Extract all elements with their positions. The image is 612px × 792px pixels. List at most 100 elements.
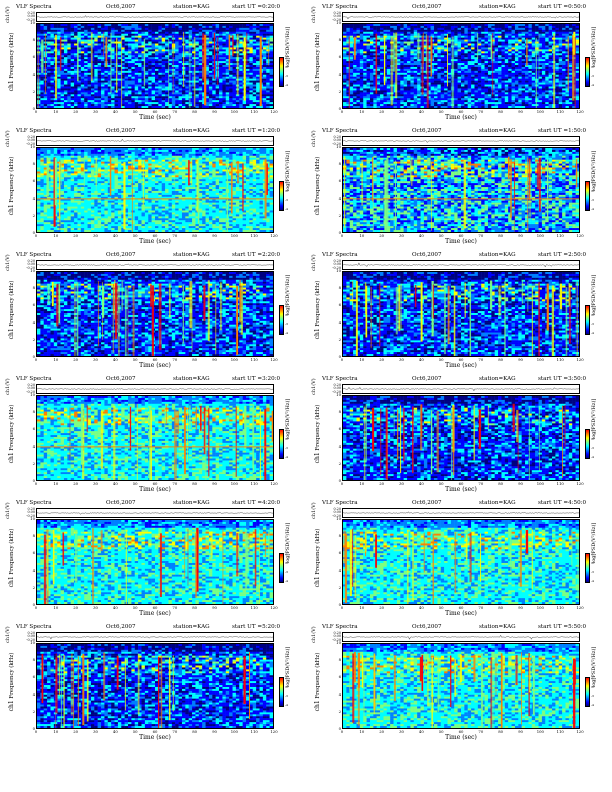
colorbar-tick-label: -1 [591, 553, 594, 556]
time-tick-label: 30 [93, 233, 98, 238]
timeseries-ticks: 0.20 0.00 -0.20 [328, 631, 342, 642]
time-tick-label: 70 [478, 605, 483, 610]
colorbar-ticks: -1 -2 -3 -4 [591, 677, 597, 707]
panel-station: station=KAG [479, 127, 516, 136]
time-tick-label: 40 [419, 481, 424, 486]
time-tick-label: 30 [399, 729, 404, 734]
time-ticks: 0 10 20 30 40 50 60 70 80 90 100 110 120 [341, 109, 584, 115]
colorbar-tick-label: -1 [285, 305, 288, 308]
colorbar-tick-label: -2 [591, 438, 594, 441]
colorbar-tick-label: -2 [285, 66, 288, 69]
frequency-tick-label: 4 [339, 320, 341, 325]
timeseries-ticks: 0.20 0.00 -0.20 [328, 11, 342, 22]
frequency-tick-label: 6 [339, 551, 341, 555]
time-tick-label: 30 [93, 605, 98, 610]
colorbar-tick-label: -4 [285, 580, 288, 583]
time-tick-label: 40 [113, 481, 118, 486]
time-tick-label: 70 [172, 233, 177, 238]
time-tick-label: 110 [251, 605, 258, 610]
spectrogram-image [37, 24, 273, 108]
time-tick-label: 30 [399, 605, 404, 610]
spectrogram-channel: ch1 [314, 204, 321, 215]
spectrogram-channel: ch1 [8, 452, 15, 463]
time-tick-label: 120 [270, 605, 277, 610]
colorbar-tick-label: -4 [285, 84, 288, 87]
time-tick-label: 120 [270, 357, 277, 362]
time-ticks: 0 10 20 30 40 50 60 70 80 90 100 110 120 [35, 109, 278, 115]
time-ticks: 0 10 20 30 40 50 60 70 80 90 100 110 120 [35, 233, 278, 239]
spectrogram-image [343, 520, 579, 604]
timeseries-tick-label: 0.20 [27, 259, 35, 263]
colorbar-label: log[PSD(V²/Hz)] [284, 17, 292, 77]
colorbar-label: log[PSD(V²/Hz)] [284, 265, 292, 325]
time-tick-label: 80 [192, 109, 197, 114]
time-tick-label: 60 [459, 233, 464, 238]
spectrogram-panel: VLF Spectra Oct6,2007 station=KAG start … [311, 127, 602, 257]
time-tick-label: 60 [459, 605, 464, 610]
colorbar-tick-label: -3 [285, 199, 288, 202]
colorbar-tick-label: -1 [591, 677, 594, 680]
colorbar-tick-label: -1 [285, 57, 288, 60]
time-tick-label: 80 [498, 357, 503, 362]
time-tick-label: 50 [133, 109, 138, 114]
timeseries-ylabel: ch1(V) [311, 254, 324, 271]
time-tick-label: 10 [359, 357, 364, 362]
frequency-ticks: 0 2 4 6 8 10 [332, 21, 342, 111]
timeseries-trace [343, 16, 579, 20]
time-tick-label: 70 [478, 233, 483, 238]
time-tick-label: 50 [439, 233, 444, 238]
colorbar-tick-label: -4 [285, 456, 288, 459]
colorbar-tick-label: -3 [591, 323, 594, 326]
time-tick-label: 60 [459, 729, 464, 734]
time-tick-label: 20 [73, 233, 78, 238]
timeseries-tick-label: 0.00 [27, 138, 35, 142]
frequency-tick-label: 6 [339, 303, 341, 307]
spectrogram-channel: ch1 [314, 700, 321, 711]
colorbar-tick-label: -4 [591, 580, 594, 583]
time-tick-label: 60 [153, 109, 158, 114]
time-tick-label: 100 [231, 109, 238, 114]
frequency-tick-label: 0 [33, 603, 35, 607]
timeseries-tick-label: -0.20 [26, 266, 35, 270]
timeseries-plot [342, 508, 580, 518]
time-tick-label: 10 [53, 109, 58, 114]
panel-title: VLF Spectra [322, 623, 358, 632]
time-axis-label: Time (sec) [36, 362, 274, 370]
timeseries-ylabel: ch1(V) [5, 378, 18, 395]
frequency-ticks: 0 2 4 6 8 10 [332, 269, 342, 359]
panel-date: Oct6,2007 [412, 251, 442, 260]
colorbar-label: log[PSD(V²/Hz)] [590, 389, 598, 449]
time-tick-label: 120 [576, 109, 583, 114]
timeseries-trace [37, 636, 273, 640]
spectrogram-ylabel-text: Frequency (kHz) [9, 281, 15, 327]
frequency-tick-label: 10 [30, 393, 35, 397]
timeseries-tick-label: -0.20 [332, 142, 341, 146]
time-axis-label: Time (sec) [36, 114, 274, 122]
time-tick-label: 40 [419, 233, 424, 238]
frequency-tick-label: 10 [336, 393, 341, 397]
timeseries-trace [343, 511, 579, 514]
timeseries-tick-label: 0.00 [27, 14, 35, 18]
time-ticks: 0 10 20 30 40 50 60 70 80 90 100 110 120 [35, 605, 278, 611]
time-tick-label: 50 [439, 109, 444, 114]
time-tick-label: 110 [557, 729, 564, 734]
frequency-tick-label: 0 [33, 231, 35, 235]
panel-header: VLF Spectra Oct6,2007 station=KAG start … [322, 251, 596, 260]
time-axis-label: Time (sec) [36, 610, 274, 618]
colorbar-tick-label: -2 [591, 314, 594, 317]
timeseries-trace [37, 263, 273, 266]
colorbar-tick-label: -3 [591, 695, 594, 698]
time-tick-label: 120 [576, 233, 583, 238]
panel-start-time: start UT =1:20:0 [232, 127, 280, 136]
frequency-tick-label: 6 [33, 55, 35, 59]
colorbar-tick-label: -2 [285, 314, 288, 317]
time-tick-label: 50 [133, 481, 138, 486]
frequency-tick-label: 4 [339, 568, 341, 573]
colorbar-label: log[PSD(V²/Hz)] [284, 513, 292, 573]
timeseries-ylabel: ch1(V) [5, 254, 18, 271]
time-tick-label: 20 [73, 109, 78, 114]
spectrogram-image [37, 396, 273, 480]
timeseries-ticks: 0.20 0.00 -0.20 [22, 631, 36, 642]
timeseries-plot [342, 260, 580, 270]
